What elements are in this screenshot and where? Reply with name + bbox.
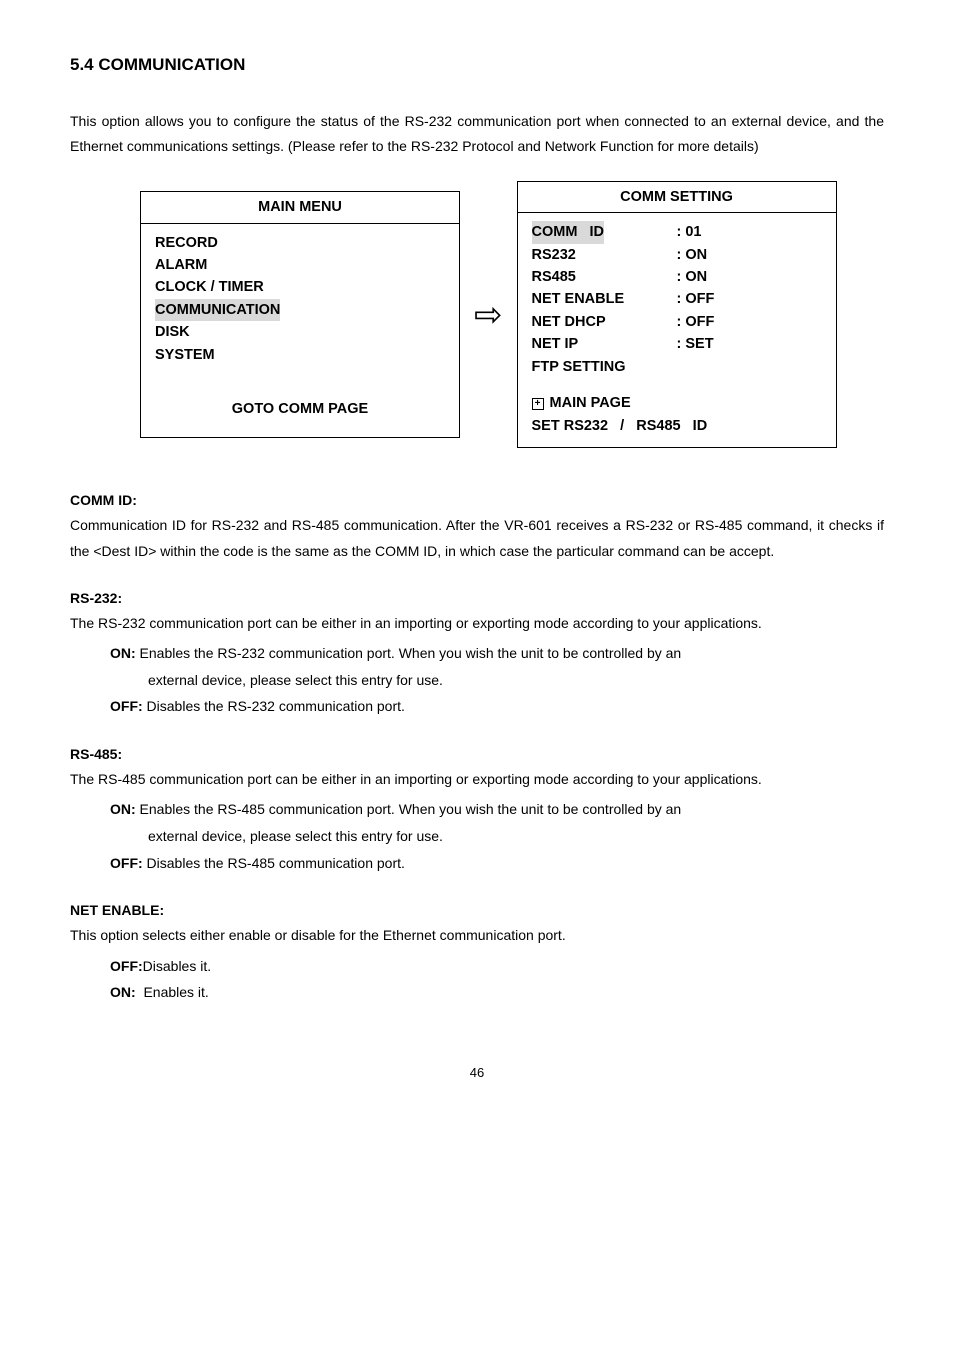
plus-icon: + <box>532 398 544 410</box>
comm-setting-title: COMM SETTING <box>518 182 836 213</box>
comm-row-id: COMM ID : 01 <box>532 221 822 243</box>
comm-footer-main: + MAIN PAGE <box>532 392 822 414</box>
page-number: 46 <box>70 1061 884 1084</box>
netenable-on: ON: Enables it. <box>110 979 884 1006</box>
rs232-body: The RS-232 communication port can be eit… <box>70 611 884 636</box>
comm-row-rs232: RS232 : ON <box>532 244 822 266</box>
menu-item-clock: CLOCK / TIMER <box>155 276 445 298</box>
main-menu-title: MAIN MENU <box>141 192 459 223</box>
netenable-title: NET ENABLE: <box>70 898 884 923</box>
main-menu-footer: GOTO COMM PAGE <box>155 398 445 420</box>
comm-row-rs485: RS485 : ON <box>532 266 822 288</box>
rs232-title: RS-232: <box>70 586 884 611</box>
rs485-title: RS-485: <box>70 742 884 767</box>
comm-setting-body: COMM ID : 01 RS232 : ON RS485 : ON NET E… <box>518 213 836 447</box>
comm-id-body: Communication ID for RS-232 and RS-485 c… <box>70 513 884 563</box>
main-menu-body: RECORD ALARM CLOCK / TIMER COMMUNICATION… <box>141 224 459 437</box>
comm-row-netdhcp: NET DHCP : OFF <box>532 311 822 333</box>
menu-item-system: SYSTEM <box>155 344 445 366</box>
rs232-on-cont: external device, please select this entr… <box>148 667 884 694</box>
rs485-on-cont: external device, please select this entr… <box>148 823 884 850</box>
comm-row-netenable: NET ENABLE : OFF <box>532 288 822 310</box>
menu-item-alarm: ALARM <box>155 254 445 276</box>
menu-item-record: RECORD <box>155 232 445 254</box>
section-heading: 5.4 COMMUNICATION <box>70 50 884 81</box>
rs485-body: The RS-485 communication port can be eit… <box>70 767 884 792</box>
rs232-off: OFF: Disables the RS-232 communication p… <box>110 693 884 720</box>
netenable-off: OFF:Disables it. <box>110 953 884 980</box>
menu-diagram: MAIN MENU RECORD ALARM CLOCK / TIMER COM… <box>140 181 884 448</box>
comm-setting-box: COMM SETTING COMM ID : 01 RS232 : ON RS4… <box>517 181 837 448</box>
comm-row-netip: NET IP : SET <box>532 333 822 355</box>
intro-paragraph: This option allows you to configure the … <box>70 109 884 159</box>
comm-row-ftp: FTP SETTING <box>532 356 822 378</box>
menu-item-communication: COMMUNICATION <box>155 299 445 321</box>
rs485-off: OFF: Disables the RS-485 communication p… <box>110 850 884 877</box>
main-menu-box: MAIN MENU RECORD ALARM CLOCK / TIMER COM… <box>140 191 460 437</box>
arrow-icon: ⇨ <box>474 298 503 332</box>
netenable-body: This option selects either enable or dis… <box>70 923 884 948</box>
comm-id-title: COMM ID: <box>70 488 884 513</box>
comm-footer-set: SET RS232 / RS485 ID <box>532 415 822 437</box>
menu-item-disk: DISK <box>155 321 445 343</box>
rs232-on: ON: Enables the RS-232 communication por… <box>110 640 884 667</box>
rs485-on: ON: Enables the RS-485 communication por… <box>110 796 884 823</box>
